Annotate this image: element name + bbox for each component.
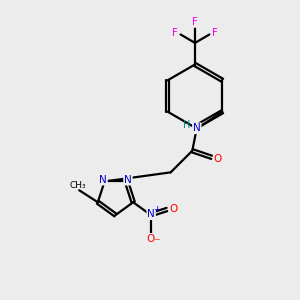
Text: O: O <box>169 203 177 214</box>
Text: +: + <box>153 205 161 214</box>
Text: N: N <box>99 175 107 185</box>
Text: O: O <box>214 154 222 164</box>
Text: F: F <box>212 28 218 38</box>
Text: N: N <box>147 209 155 219</box>
Text: N: N <box>124 175 132 185</box>
Text: ⁻: ⁻ <box>153 236 160 249</box>
Text: H: H <box>184 120 191 130</box>
Text: O: O <box>146 234 155 244</box>
Text: N: N <box>193 123 201 133</box>
Text: CH₃: CH₃ <box>70 181 87 190</box>
Text: F: F <box>172 28 178 38</box>
Text: F: F <box>192 17 198 27</box>
